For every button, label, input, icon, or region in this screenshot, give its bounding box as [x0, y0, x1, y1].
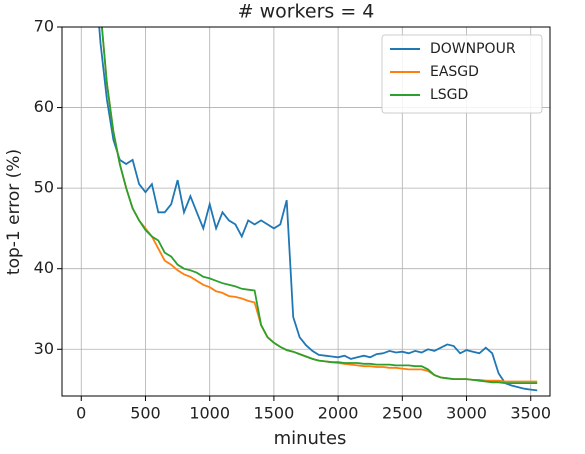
line-series — [101, 27, 538, 384]
x-tick-label: 0 — [76, 404, 86, 423]
x-tick-label: 2000 — [318, 404, 359, 423]
y-tick-label: 60 — [34, 97, 54, 116]
line-series — [98, 27, 538, 392]
y-tick-label: 40 — [34, 258, 54, 277]
plot-frame — [61, 26, 551, 397]
x-tick-label: 3500 — [510, 404, 551, 423]
x-tick-label: 1500 — [254, 404, 295, 423]
legend-label: EASGD — [430, 64, 479, 80]
y-tick-label: 70 — [34, 17, 54, 36]
plot-area — [98, 27, 538, 392]
x-tick-label: 2500 — [382, 404, 423, 423]
x-tick-label: 1000 — [189, 404, 230, 423]
x-tick-label: 3000 — [446, 404, 487, 423]
y-axis-label: top-1 error (%) — [4, 149, 24, 275]
x-axis-label: minutes — [274, 428, 347, 449]
legend-box — [381, 34, 543, 114]
legend-label: DOWNPOUR — [430, 41, 516, 57]
x-tick-label: 500 — [130, 404, 161, 423]
chart-title: # workers = 4 — [238, 1, 375, 23]
legend-label: LSGD — [430, 87, 468, 103]
y-tick-label: 30 — [34, 339, 54, 358]
y-tick-label: 50 — [34, 178, 54, 197]
